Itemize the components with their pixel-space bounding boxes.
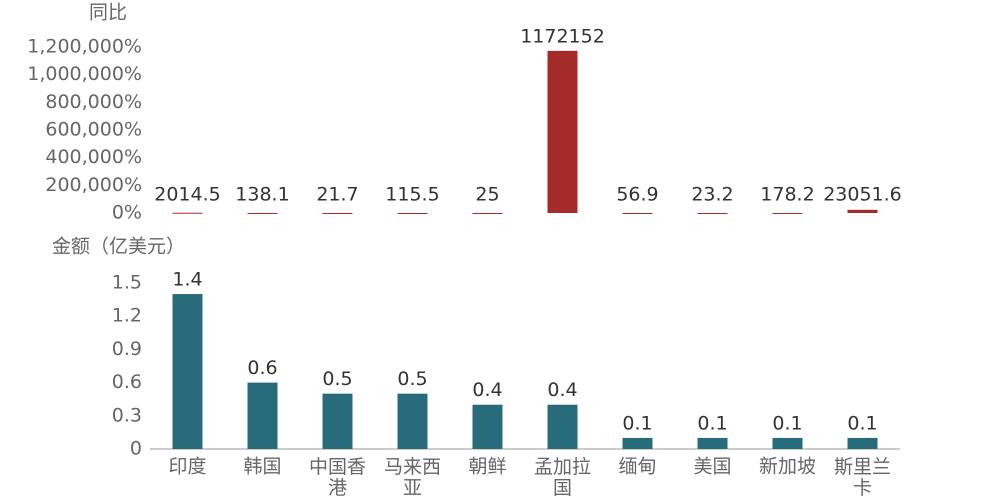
bar [622, 437, 653, 449]
y-tick-label: 0% [112, 202, 142, 224]
bar [847, 437, 878, 449]
data-label: 25 [475, 184, 499, 206]
y-tick-label: 1,000,000% [27, 63, 142, 85]
data-label: 0.6 [247, 357, 277, 379]
data-label: 0.5 [322, 368, 352, 390]
x-tick-label: 孟加拉国 [534, 456, 591, 499]
data-label: 0.1 [697, 412, 727, 434]
data-label: 0.1 [622, 412, 652, 434]
y-tick-label: 0 [130, 438, 142, 460]
bar [697, 212, 728, 214]
data-label: 56.9 [616, 184, 658, 206]
x-tick-label: 马来西亚 [384, 456, 441, 499]
data-label: 115.5 [385, 184, 439, 206]
y-tick-label: 1,200,000% [27, 36, 142, 58]
x-tick-label: 韩国 [243, 456, 281, 478]
bar [697, 437, 728, 449]
y-tick-label: 0.9 [112, 338, 142, 360]
x-tick-label: 缅甸 [618, 456, 656, 478]
x-tick-label: 斯里兰卡 [834, 456, 891, 499]
bar [472, 212, 503, 214]
bar [547, 404, 578, 449]
x-tick-label: 印度 [168, 456, 206, 478]
data-label: 138.1 [235, 184, 289, 206]
data-label: 23051.6 [823, 184, 902, 206]
data-label: 2014.5 [154, 184, 220, 206]
x-tick-label: 新加坡 [759, 456, 816, 478]
bar [322, 393, 353, 449]
y-tick-label: 400,000% [45, 146, 142, 168]
bar [772, 212, 803, 214]
bar [247, 382, 278, 449]
bar [172, 212, 203, 214]
y-tick-label: 0.6 [112, 371, 142, 393]
data-label: 0.1 [847, 412, 877, 434]
bar [547, 50, 578, 213]
bar [397, 212, 428, 214]
data-label: 178.2 [760, 184, 814, 206]
bar [622, 212, 653, 214]
bar [847, 209, 878, 213]
y-tick-label: 800,000% [45, 91, 142, 113]
x-tick-label: 中国香港 [309, 456, 366, 499]
bar [172, 294, 203, 449]
bar [247, 212, 278, 214]
bar [472, 404, 503, 449]
bar [322, 212, 353, 214]
y-tick-label: 1.2 [112, 305, 142, 327]
data-label: 1172152 [520, 25, 605, 47]
data-label: 0.4 [472, 379, 502, 401]
x-tick-label: 朝鲜 [468, 456, 506, 478]
data-label: 1.4 [172, 269, 202, 291]
chart-title: 金额（亿美元） [52, 236, 185, 258]
y-tick-label: 200,000% [45, 174, 142, 196]
bar [397, 393, 428, 449]
chart-title: 同比 [89, 2, 127, 24]
data-label: 23.2 [691, 184, 733, 206]
data-label: 21.7 [316, 184, 358, 206]
y-tick-label: 1.5 [112, 272, 142, 294]
data-label: 0.4 [547, 379, 577, 401]
bar [772, 437, 803, 449]
data-label: 0.5 [397, 368, 427, 390]
y-tick-label: 0.3 [112, 404, 142, 426]
data-label: 0.1 [772, 412, 802, 434]
x-tick-label: 美国 [693, 456, 731, 478]
y-tick-label: 600,000% [45, 119, 142, 141]
